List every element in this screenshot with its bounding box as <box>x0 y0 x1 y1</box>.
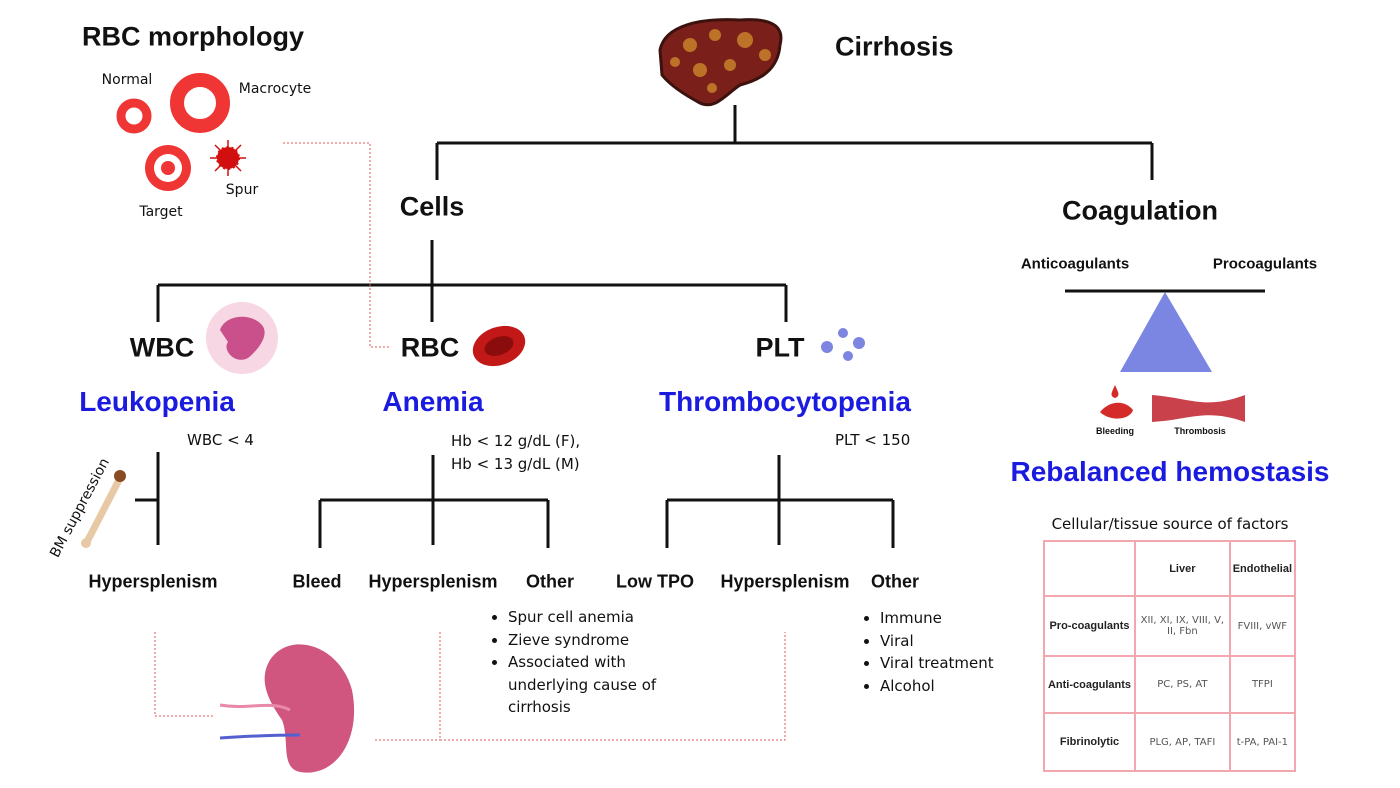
root-title: Cirrhosis <box>835 31 954 62</box>
column-header: Endothelial <box>1228 540 1297 597</box>
cause: Bleed <box>292 571 342 592</box>
threshold: WBC < 4 <box>187 431 254 449</box>
factor-table: Liver Endothelial Pro-coagulants XII, XI… <box>1043 540 1297 772</box>
table-cell: t-PA, PAI-1 <box>1228 712 1297 772</box>
bleeding-icon <box>1100 385 1133 419</box>
balance <box>1065 289 1265 372</box>
table-cell: XII, XI, IX, VIII, V, II, Fbn <box>1134 595 1231 657</box>
morphology-label: Normal <box>101 72 153 88</box>
bone-icon <box>81 470 126 548</box>
rbc-morphology-title: RBC morphology <box>82 21 304 52</box>
cause: Other <box>525 571 575 592</box>
table-row: Fibrinolytic PLG, AP, TAFI t-PA, PAI-1 <box>1043 712 1297 772</box>
cells-branch <box>156 240 788 322</box>
threshold: Hb < 12 g/dL (F), <box>451 432 581 450</box>
list-item: Spur cell anemia <box>508 606 708 629</box>
list-item: Viral <box>880 630 1040 653</box>
node-label: Coagulation <box>1062 195 1218 226</box>
morphology-label: Target <box>139 204 183 220</box>
spleen-icon <box>219 644 355 773</box>
list-item: Immune <box>880 607 1040 630</box>
rbc-branch <box>318 455 550 548</box>
threshold: Hb < 13 g/dL (M) <box>451 455 580 473</box>
liver-icon <box>658 18 783 107</box>
other-list: Immune Viral Viral treatment Alcohol <box>862 607 1040 697</box>
top-branch <box>435 105 1154 180</box>
other-list: Spur cell anemia Zieve syndrome Associat… <box>490 606 708 719</box>
balance-label: Procoagulants <box>1212 255 1318 273</box>
wbc-icon <box>206 302 278 374</box>
icon-label: Bleeding <box>1095 426 1135 436</box>
table-caption: Cellular/tissue source of factors <box>1051 515 1289 533</box>
cause: Other <box>870 571 920 592</box>
row-header: Fibrinolytic <box>1043 712 1136 772</box>
rbc-icon <box>472 325 526 367</box>
condition: Anemia <box>382 386 484 417</box>
condition: Leukopenia <box>79 386 235 417</box>
table-cell <box>1043 540 1136 597</box>
wbc-branch <box>135 452 160 545</box>
table-cell: PLG, AP, TAFI <box>1134 712 1231 772</box>
table-cell: FVIII, vWF <box>1228 595 1297 657</box>
node-label: PLT <box>755 332 805 363</box>
table-cell: TFPI <box>1228 655 1297 714</box>
tree-lines <box>135 105 1154 548</box>
list-item: Associated with underlying cause of cirr… <box>508 651 708 719</box>
row-header: Anti-coagulants <box>1043 655 1136 714</box>
table-row: Pro-coagulants XII, XI, IX, VIII, V, II,… <box>1043 595 1297 657</box>
plt-icon <box>821 328 865 361</box>
list-item: Viral treatment <box>880 652 1040 675</box>
table-row: Anti-coagulants PC, PS, AT TFPI <box>1043 655 1297 714</box>
column-header: Liver <box>1134 540 1231 597</box>
node-label: WBC <box>129 332 195 363</box>
node-label: RBC <box>400 332 460 363</box>
row-header: Pro-coagulants <box>1043 595 1136 657</box>
cause: Hypersplenism <box>88 571 218 592</box>
table-row: Liver Endothelial <box>1043 540 1297 597</box>
list-item: Alcohol <box>880 675 1040 698</box>
morphology-label: Spur <box>225 182 259 198</box>
cause: Hypersplenism <box>720 571 850 592</box>
node-label: Cells <box>399 191 465 222</box>
plt-branch <box>665 455 895 548</box>
icon-label: Thrombosis <box>1174 426 1226 436</box>
thrombosis-icon <box>1152 395 1245 422</box>
cause: Hypersplenism <box>368 571 498 592</box>
dotted-links <box>154 142 786 741</box>
result: Rebalanced hemostasis <box>1010 456 1330 487</box>
cause: Low TPO <box>616 571 694 592</box>
rbc-morphology-icons <box>116 73 246 191</box>
list-item: Zieve syndrome <box>508 629 708 652</box>
table-cell: PC, PS, AT <box>1134 655 1231 714</box>
threshold: PLT < 150 <box>835 431 911 449</box>
morphology-label: Macrocyte <box>238 81 312 97</box>
condition: Thrombocytopenia <box>658 386 912 417</box>
balance-label: Anticoagulants <box>1020 255 1130 273</box>
